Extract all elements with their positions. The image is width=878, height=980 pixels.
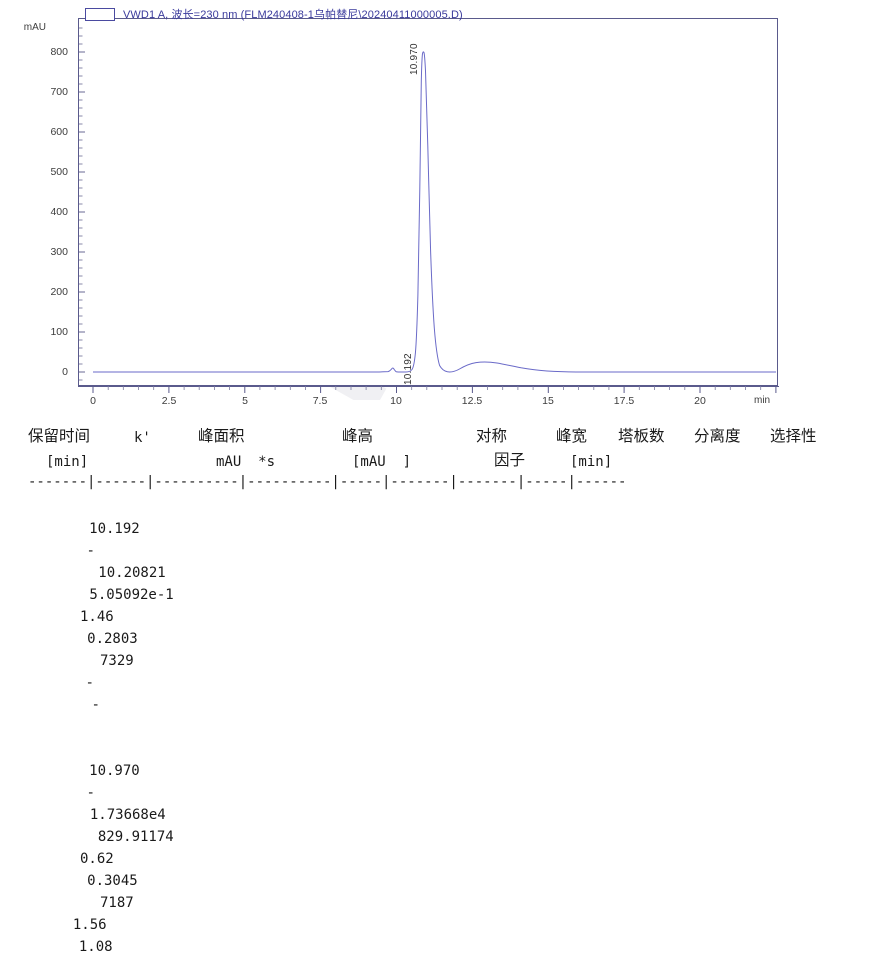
table-header-row-2: [min] mAU *s [mAU ] 因子 [min] [28,448,842,470]
table-row: 10.192 - 10.20821 5.05092e-1 1.46 0.2803… [28,496,842,738]
table-separator: -------|------|----------|----------|---… [28,474,627,490]
x-tick-2-5: 2.5 [161,395,177,407]
header-peak-height: 峰高 [342,427,374,445]
x-tick-7-5: 7.5 [312,395,328,407]
cell-selectivity: 1.08 [78,939,113,955]
cell-plates: 7187 [100,895,134,911]
y-tick-400: 400 [50,206,68,218]
header-resolution: 分离度 [694,427,741,445]
y-tick-300: 300 [50,246,68,258]
cell-retention-time: 10.192 [89,521,140,537]
y-axis-unit: mAU [23,22,46,33]
y-tick-800: 800 [50,46,68,58]
cell-symmetry-factor: 0.62 [80,851,114,867]
legend-color-swatch [85,7,115,21]
cell-peak-width: 0.3045 [87,873,138,889]
cell-peak-width: 0.2803 [87,631,138,647]
header-retention-time: 保留时间 [28,427,91,445]
x-axis-unit: min [754,395,771,406]
chromatogram-trace [93,51,776,373]
cell-resolution: - [85,675,94,691]
chart-legend[interactable]: VWD1 A, 波长=230 nm (FLM240408-1乌帕替尼\20240… [85,6,463,22]
peak-label-10-970: 10.970 [409,43,420,75]
cell-selectivity: - [91,697,100,713]
y-tick-700: 700 [50,86,68,98]
header-unit-width-min: [min] [570,454,613,470]
cell-symmetry-factor: 1.46 [80,609,114,625]
plot-area[interactable] [79,19,777,385]
cell-plates: 7329 [100,653,134,669]
x-tick-17-5: 17.5 [613,395,635,407]
cell-retention-time: 10.970 [89,763,140,779]
cell-k-prime: - [86,543,95,559]
y-tick-0: 0 [62,366,68,378]
header-symmetry-sub: 因子 [494,451,526,469]
legend-label: VWD1 A, 波长=230 nm (FLM240408-1乌帕替尼\20240… [123,9,463,21]
header-k-prime: k' [134,430,151,446]
x-tick-15: 15 [542,395,554,407]
table-header-row-1: 保留时间 k' 峰面积 峰高 对称 峰宽 塔板数 分离度 选择性 [28,424,842,446]
x-tick-0: 0 [90,395,96,407]
header-peak-width: 峰宽 [556,427,588,445]
plot-frame: 10.192 10.970 [78,18,778,386]
header-symmetry: 对称 [476,427,508,445]
cell-peak-area: 1.73668e4 [89,807,166,823]
header-unit-mau-s: mAU *s [216,454,276,470]
cell-peak-height: 5.05092e-1 [89,587,174,603]
cell-resolution: 1.56 [72,917,107,933]
peak-label-10-192: 10.192 [403,353,414,385]
y-tick-100: 100 [50,326,68,338]
y-tick-500: 500 [50,166,68,178]
cell-k-prime: - [86,785,95,801]
x-tick-12-5: 12.5 [461,395,483,407]
y-tick-200: 200 [50,286,68,298]
results-table: 保留时间 k' 峰面积 峰高 对称 峰宽 塔板数 分离度 选择性 [min] m… [28,424,842,980]
header-plates: 塔板数 [618,427,665,445]
cell-peak-area: 10.20821 [98,565,166,581]
header-unit-min: [min] [46,454,89,470]
x-tick-20: 20 [694,395,706,407]
x-tick-10: 10 [390,395,402,407]
y-tick-600: 600 [50,126,68,138]
header-selectivity: 选择性 [770,427,817,445]
chromatogram-panel: VWD1 A, 波长=230 nm (FLM240408-1乌帕替尼\20240… [24,4,798,407]
x-tick-5: 5 [242,395,248,407]
header-peak-area: 峰面积 [198,427,245,445]
table-row: 10.970 - 1.73668e4 829.91174 0.62 0.3045… [28,738,842,980]
header-unit-mau: [mAU ] [352,454,412,470]
cell-peak-height: 829.91174 [97,829,174,845]
